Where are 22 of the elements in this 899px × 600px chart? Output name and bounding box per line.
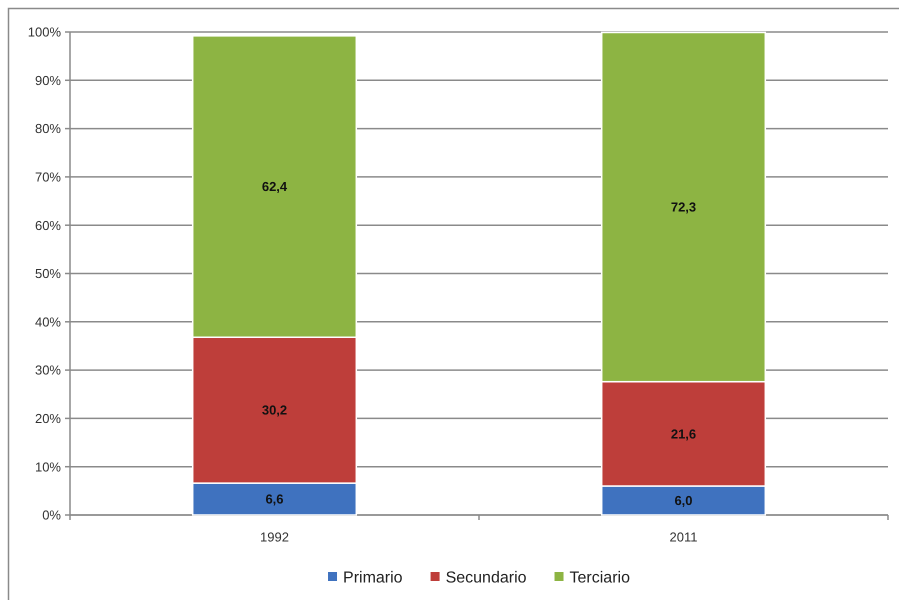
y-tick-label: 10% xyxy=(34,459,62,474)
y-tick-label: 70% xyxy=(34,169,62,184)
y-tick-label: 90% xyxy=(34,72,62,88)
legend-label: Primario xyxy=(343,570,403,587)
data-label: 72,3 xyxy=(670,200,696,215)
data-label: 6,0 xyxy=(674,493,693,508)
data-label: 6,6 xyxy=(265,492,284,507)
y-tick-label: 40% xyxy=(34,314,62,330)
legend-label: Terciario xyxy=(570,570,630,587)
data-label: 21,6 xyxy=(670,426,696,442)
y-tick-label: 100% xyxy=(28,24,62,40)
y-tick-label: 0% xyxy=(42,508,62,523)
data-label: 62,4 xyxy=(262,179,288,194)
x-tick-label: 1992 xyxy=(260,530,289,545)
y-tick-label: 60% xyxy=(34,218,62,233)
x-tick-label: 2011 xyxy=(670,530,698,545)
y-tick-label: 20% xyxy=(34,410,62,426)
data-label: 30,2 xyxy=(262,402,288,418)
y-tick-label: 30% xyxy=(34,362,62,378)
legend-label: Secundario xyxy=(446,570,527,587)
y-tick-label: 80% xyxy=(34,121,62,136)
y-tick-label: 50% xyxy=(34,266,62,282)
